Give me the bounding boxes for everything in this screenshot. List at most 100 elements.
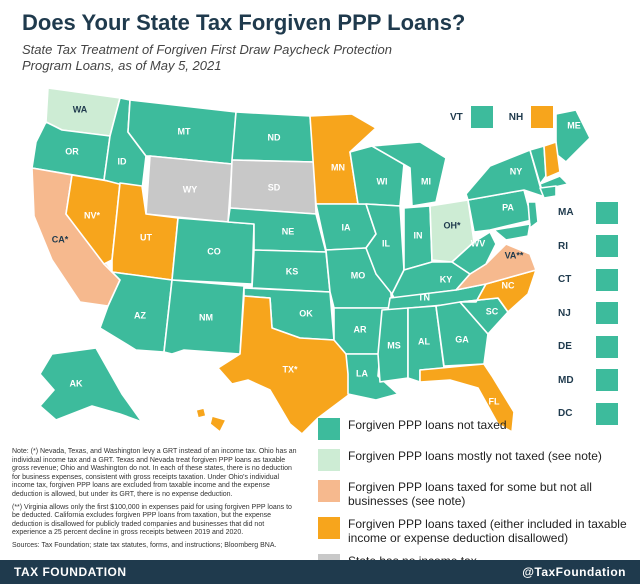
state-label-ky: KY bbox=[440, 274, 453, 284]
state-label-wy: WY bbox=[183, 184, 198, 194]
small-state-de: DE bbox=[558, 330, 618, 364]
state-label-az: AZ bbox=[134, 310, 146, 320]
state-MD bbox=[493, 223, 531, 241]
state-label-tn: TN bbox=[418, 292, 430, 302]
state-label-nv: NV* bbox=[84, 210, 101, 220]
state-label-wi: WI bbox=[377, 176, 388, 186]
state-label-ut: UT bbox=[140, 232, 152, 242]
small-state-ct: CT bbox=[558, 263, 618, 297]
nh-label: NH bbox=[508, 111, 524, 123]
state-AK bbox=[39, 347, 143, 423]
small-state-label: RI bbox=[558, 240, 568, 252]
note-2: (**) Virginia allows only the first $100… bbox=[12, 503, 292, 537]
map-title: Does Your State Tax Forgiven PPP Loans? bbox=[22, 10, 466, 35]
state-label-pa: PA bbox=[502, 202, 514, 212]
state-label-id: ID bbox=[118, 156, 128, 166]
small-state-swatch bbox=[596, 268, 618, 291]
state-label-nm: NM bbox=[199, 312, 213, 322]
state-label-in: IN bbox=[414, 230, 423, 240]
state-label-mo: MO bbox=[351, 270, 366, 280]
nh-swatch bbox=[531, 106, 554, 128]
small-state-ma: MA bbox=[558, 196, 618, 230]
state-label-sc: SC bbox=[486, 306, 499, 316]
state-label-me: ME bbox=[567, 120, 581, 130]
us-state-map: WA OR CA* NV* ID MT WY UT AZ CO NM ND SD NE KS OK TX* MN I… bbox=[31, 87, 591, 436]
small-state-swatch bbox=[596, 302, 618, 325]
small-state-label: NJ bbox=[558, 307, 571, 319]
small-state-nj: NJ bbox=[558, 297, 618, 331]
small-state-label: CT bbox=[558, 274, 572, 286]
state-label-wv: WV bbox=[471, 238, 486, 248]
small-state-md: MD bbox=[558, 364, 618, 398]
state-WV bbox=[451, 231, 497, 275]
footer-brand: TAX FOUNDATION bbox=[14, 565, 127, 579]
state-label-ms: MS bbox=[387, 340, 401, 350]
state-MS bbox=[377, 307, 409, 383]
state-label-mi: MI bbox=[421, 176, 431, 186]
state-label-nd: ND bbox=[268, 132, 281, 142]
small-states-key: MA RI CT NJ DE MD DC bbox=[558, 196, 618, 431]
small-state-label: MA bbox=[558, 207, 574, 219]
small-state-swatch bbox=[596, 402, 618, 425]
legend-label: Forgiven PPP loans taxed (either include… bbox=[348, 517, 627, 545]
note-1: Note: (*) Nevada, Texas, and Washington … bbox=[12, 448, 297, 498]
legend-label: Forgiven PPP loans taxed for some but no… bbox=[348, 480, 592, 508]
footer-bar: TAX FOUNDATION @TaxFoundation bbox=[0, 560, 640, 584]
legend-swatch bbox=[318, 517, 340, 539]
state-NJ bbox=[527, 201, 539, 229]
vt-nh-key: VT NH bbox=[450, 106, 561, 128]
state-AZ bbox=[99, 263, 173, 353]
legend-item: Forgiven PPP loans taxed (either include… bbox=[318, 517, 628, 545]
small-state-dc: DC bbox=[558, 397, 618, 431]
state-HI bbox=[195, 407, 227, 433]
state-label-oh: OH* bbox=[443, 220, 461, 230]
state-label-tx: TX* bbox=[282, 364, 298, 374]
state-label-ar: AR bbox=[354, 324, 367, 334]
state-label-al: AL bbox=[418, 336, 430, 346]
state-label-ca: CA* bbox=[52, 234, 69, 244]
state-label-ga: GA bbox=[455, 334, 469, 344]
small-state-swatch bbox=[596, 201, 618, 224]
small-state-label: MD bbox=[558, 374, 574, 386]
state-label-nc: NC bbox=[502, 280, 515, 290]
small-state-label: DE bbox=[558, 341, 572, 353]
state-label-ks: KS bbox=[286, 266, 299, 276]
state-label-mn: MN bbox=[331, 162, 345, 172]
vt-swatch bbox=[470, 106, 493, 128]
footer-handle: @TaxFoundation bbox=[522, 565, 626, 579]
state-label-or: OR bbox=[65, 146, 79, 156]
state-label-ak: AK bbox=[70, 378, 83, 388]
notes: Note: (*) Nevada, Texas, and Washington … bbox=[12, 448, 300, 555]
state-label-sd: SD bbox=[268, 182, 281, 192]
small-state-swatch bbox=[596, 235, 618, 258]
legend-swatch bbox=[318, 418, 340, 440]
small-state-label: DC bbox=[558, 408, 573, 420]
state-label-co: CO bbox=[207, 246, 221, 256]
state-NH bbox=[543, 141, 561, 179]
map-subtitle: State Tax Treatment of Forgiven First Dr… bbox=[22, 42, 392, 73]
state-label-ia: IA bbox=[342, 222, 352, 232]
state-label-la: LA bbox=[356, 368, 368, 378]
state-MI bbox=[371, 141, 447, 207]
state-label-fl: FL bbox=[489, 396, 500, 406]
legend-item: Forgiven PPP loans mostly not taxed (see… bbox=[318, 449, 628, 471]
state-label-il: IL bbox=[382, 238, 391, 248]
state-FL bbox=[419, 363, 515, 433]
state-label-hi: HI bbox=[176, 426, 185, 436]
legend-swatch bbox=[318, 449, 340, 471]
small-state-ri: RI bbox=[558, 230, 618, 264]
state-label-ok: OK bbox=[299, 308, 313, 318]
state-label-mt: MT bbox=[178, 126, 191, 136]
legend-label: Forgiven PPP loans mostly not taxed (see… bbox=[348, 449, 602, 463]
sources-note: Sources: Tax Foundation; state tax statu… bbox=[12, 541, 277, 549]
legend-label: Forgiven PPP loans not taxed bbox=[348, 418, 507, 432]
state-GA bbox=[435, 301, 489, 367]
state-label-wa: WA bbox=[73, 104, 88, 114]
legend: Forgiven PPP loans not taxed Forgiven PPP… bbox=[318, 418, 628, 585]
state-label-va: VA** bbox=[505, 250, 524, 260]
legend-swatch bbox=[318, 480, 340, 502]
small-state-swatch bbox=[596, 369, 618, 392]
state-NM bbox=[163, 279, 245, 355]
state-label-ne: NE bbox=[282, 226, 295, 236]
legend-item: Forgiven PPP loans not taxed bbox=[318, 418, 628, 440]
